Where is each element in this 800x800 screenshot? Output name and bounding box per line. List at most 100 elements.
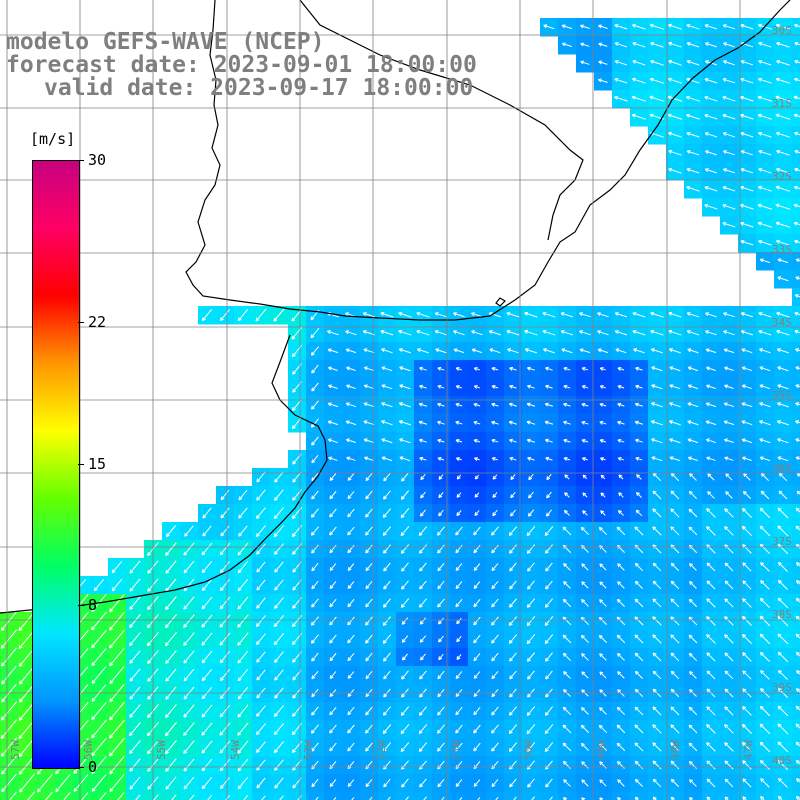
colorbar-tick-mark xyxy=(78,605,84,607)
wind-arrow xyxy=(345,402,356,408)
latitude-label: 32S xyxy=(772,170,792,183)
wind-arrow xyxy=(526,760,535,770)
wind-arrow xyxy=(274,759,284,771)
wind-arrow xyxy=(581,563,589,571)
wind-arrow xyxy=(508,402,517,407)
wind-arrow xyxy=(777,366,789,372)
wind-arrow xyxy=(506,329,520,336)
wind-cell xyxy=(612,792,631,800)
wind-arrow xyxy=(237,722,249,736)
wind-arrow xyxy=(616,706,626,716)
wind-arrow xyxy=(614,95,628,102)
wind-arrow xyxy=(542,348,555,354)
wind-arrow xyxy=(311,382,319,392)
wind-arrow xyxy=(635,366,643,371)
wind-arrow xyxy=(508,634,518,644)
wind-arrow xyxy=(670,778,680,788)
wind-arrow xyxy=(614,23,628,30)
wind-arrow xyxy=(109,666,125,685)
wind-arrow xyxy=(650,329,664,336)
wind-arrow xyxy=(473,581,481,589)
wind-cell xyxy=(792,720,800,739)
wind-arrow xyxy=(526,652,536,662)
wind-arrow xyxy=(686,330,700,336)
wind-arrow xyxy=(562,796,567,800)
wind-arrow xyxy=(580,526,590,536)
wind-arrow xyxy=(580,42,590,47)
wind-arrow xyxy=(474,457,480,461)
wind-arrow xyxy=(758,59,772,66)
wind-arrow xyxy=(201,560,213,574)
wind-arrow xyxy=(724,598,734,608)
wind-arrow xyxy=(668,348,681,354)
wind-arrow xyxy=(740,95,754,102)
wind-arrow xyxy=(237,542,249,556)
wind-arrow xyxy=(329,598,337,608)
wind-arrow xyxy=(383,652,391,662)
wind-arrow xyxy=(347,563,355,571)
wind-arrow xyxy=(581,581,589,589)
wind-cell xyxy=(360,792,379,800)
wind-arrow xyxy=(225,794,231,800)
wind-arrow xyxy=(722,113,736,120)
wind-arrow xyxy=(441,796,445,800)
wind-cell xyxy=(198,792,217,800)
wind-arrow xyxy=(724,724,734,734)
wind-arrow xyxy=(237,776,249,790)
wind-arrow xyxy=(219,704,231,718)
wind-arrow xyxy=(327,348,339,354)
wind-arrow xyxy=(724,544,734,554)
wind-arrow xyxy=(757,113,773,120)
wind-arrow xyxy=(310,616,319,626)
wind-cell xyxy=(792,756,800,775)
wind-arrow xyxy=(346,384,356,389)
wind-arrow xyxy=(794,329,800,334)
wind-arrow xyxy=(400,742,410,753)
wind-arrow xyxy=(632,59,646,66)
wind-arrow xyxy=(273,705,284,717)
wind-arrow xyxy=(473,367,481,371)
wind-arrow xyxy=(508,420,518,425)
wind-arrow xyxy=(759,633,771,645)
wind-arrow xyxy=(706,598,716,608)
wind-arrow xyxy=(668,420,681,426)
wind-arrow xyxy=(437,670,445,680)
wind-cell xyxy=(792,558,800,577)
wind-arrow xyxy=(491,616,499,626)
wind-arrow xyxy=(363,348,375,354)
wind-arrow xyxy=(544,438,553,443)
wind-arrow xyxy=(722,77,736,84)
wind-arrow xyxy=(255,741,266,753)
wind-arrow xyxy=(617,563,625,571)
wind-arrow xyxy=(383,760,391,770)
wind-arrow xyxy=(722,24,736,30)
wind-cell xyxy=(504,792,523,800)
wind-arrow xyxy=(382,616,392,626)
wind-arrow xyxy=(741,384,752,390)
wind-arrow xyxy=(741,366,752,372)
wind-arrow xyxy=(670,706,680,716)
wind-arrow xyxy=(759,525,771,537)
wind-arrow xyxy=(201,722,213,736)
wind-arrow xyxy=(381,348,393,354)
wind-arrow xyxy=(579,24,590,29)
wind-arrow xyxy=(256,471,266,483)
wind-arrow xyxy=(706,778,716,788)
wind-arrow xyxy=(581,438,589,443)
wind-arrow xyxy=(345,420,357,426)
wind-arrow xyxy=(455,385,463,389)
wind-arrow xyxy=(509,456,517,461)
wind-arrow xyxy=(741,402,753,408)
wind-arrow xyxy=(617,797,622,800)
wind-arrow xyxy=(741,615,752,626)
wind-arrow xyxy=(740,185,754,192)
wind-arrow xyxy=(686,312,700,318)
wind-arrow xyxy=(531,796,535,800)
wind-arrow xyxy=(526,366,535,371)
wind-arrow xyxy=(776,348,789,354)
wind-arrow xyxy=(129,740,141,755)
wind-arrow xyxy=(473,779,481,787)
wind-arrow xyxy=(108,611,125,631)
valid-date: valid date: 2023-09-17 18:00:00 xyxy=(44,75,474,101)
wind-arrow xyxy=(455,581,463,590)
